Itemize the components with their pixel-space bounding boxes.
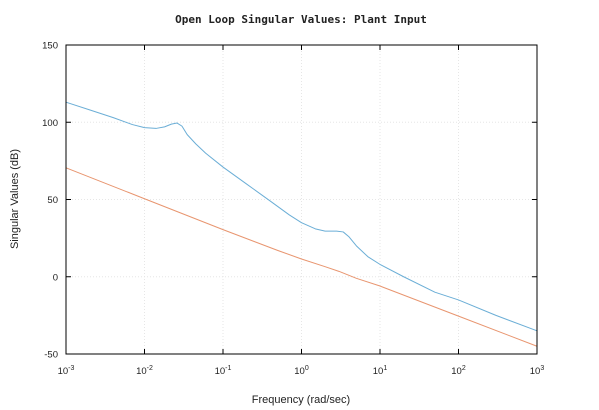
x-tick-label: 10-2 bbox=[136, 365, 153, 377]
y-axis-label: Singular Values (dB) bbox=[9, 149, 21, 249]
y-tick-label: 100 bbox=[42, 118, 58, 129]
series-layer bbox=[65, 101, 538, 347]
x-tick-label: 10-3 bbox=[58, 365, 75, 377]
y-tick-labels: -50 0 50 100 150 bbox=[42, 41, 58, 361]
x-tick-label: 10-1 bbox=[215, 365, 232, 377]
x-tick-labels: 10-3 10-2 10-1 100 101 102 103 bbox=[58, 365, 545, 377]
y-tick-label: -50 bbox=[44, 350, 58, 361]
x-tick-label: 102 bbox=[451, 365, 466, 377]
grid bbox=[65, 44, 538, 355]
y-tick-label: 50 bbox=[47, 195, 58, 206]
chart-title: Open Loop Singular Values: Plant Input bbox=[175, 13, 427, 26]
x-tick-label: 101 bbox=[373, 365, 388, 377]
series-line-1 bbox=[65, 101, 538, 332]
y-tick-label: 150 bbox=[42, 41, 58, 52]
x-tick-label: 103 bbox=[530, 365, 545, 377]
plot-frame bbox=[65, 44, 538, 355]
series-line-2 bbox=[65, 167, 538, 347]
ticks bbox=[65, 44, 538, 355]
x-tick-label: 100 bbox=[294, 365, 309, 377]
y-tick-label: 0 bbox=[53, 272, 58, 283]
x-axis-label: Frequency (rad/sec) bbox=[252, 394, 350, 406]
